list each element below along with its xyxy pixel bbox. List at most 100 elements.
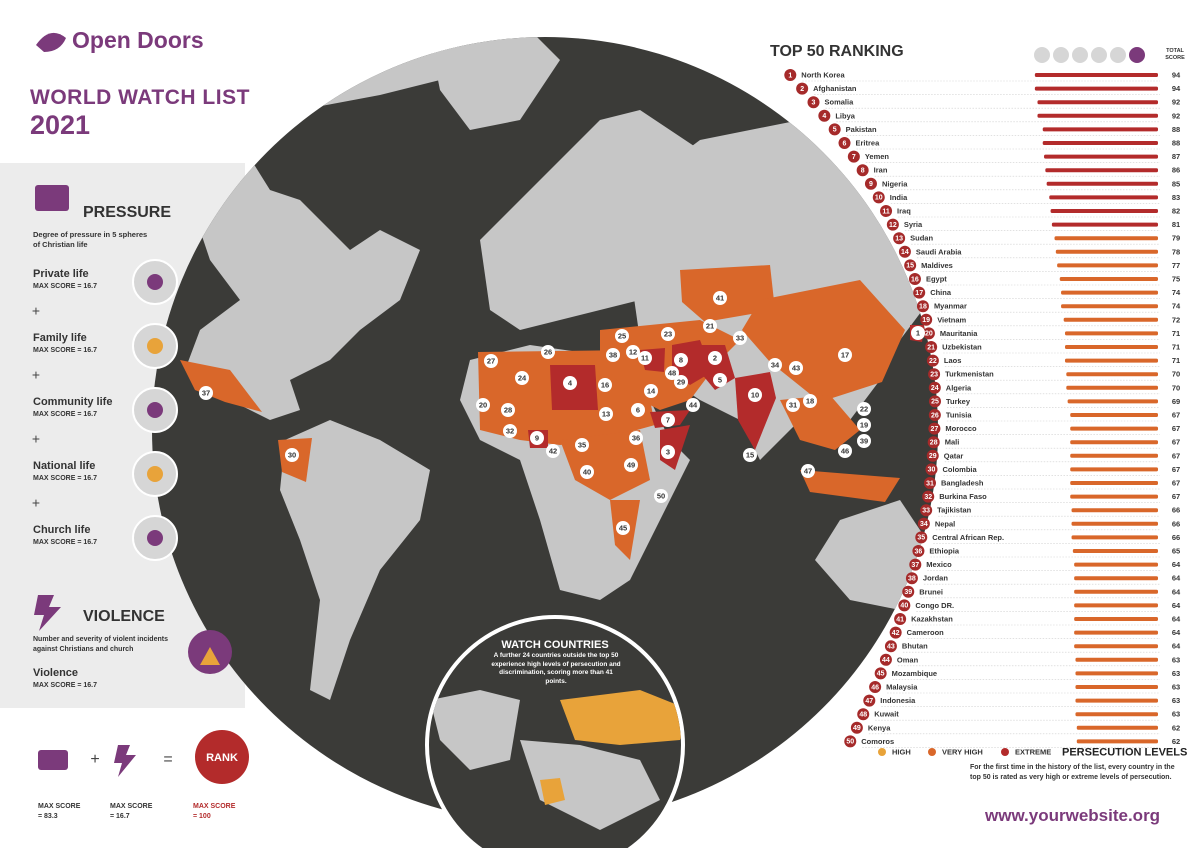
sphere-icon-glyph	[147, 338, 163, 354]
score-value: 78	[1172, 247, 1180, 256]
country-name: Iraq	[897, 206, 911, 215]
score-value: 63	[1172, 682, 1180, 691]
score-bar	[1066, 385, 1158, 390]
rank-number: 41	[896, 616, 904, 623]
operator: +	[90, 751, 99, 768]
score-bar	[1064, 331, 1158, 336]
legend-note: For the first time in the history of the…	[970, 764, 1175, 781]
score-value: 64	[1172, 601, 1181, 610]
rank-bullet	[884, 640, 897, 653]
map-marker-label: 38	[609, 350, 617, 359]
sphere-icon-glyph	[147, 402, 163, 418]
map-marker	[674, 353, 688, 367]
map-marker-label: 34	[771, 360, 780, 369]
rank-bullet	[838, 137, 851, 149]
score-bar	[1074, 562, 1158, 567]
country-name: Turkmenistan	[945, 370, 994, 379]
score-value: 82	[1172, 206, 1180, 215]
country-name: Morocco	[945, 424, 977, 433]
rank-bullet	[922, 490, 935, 503]
map-marker	[713, 291, 727, 305]
score-value: 62	[1172, 723, 1180, 732]
score-bar	[1070, 440, 1158, 445]
rank-number: 39	[904, 589, 912, 596]
country-name: Mali	[945, 438, 960, 447]
rank-number: 36	[915, 548, 923, 555]
violence-icon	[34, 595, 61, 631]
score-bar	[1076, 739, 1158, 744]
land	[430, 690, 520, 770]
map-marker	[674, 375, 688, 389]
country-name: Kuwait	[874, 710, 899, 719]
map-marker	[713, 373, 727, 387]
map-marker-label: 49	[627, 460, 635, 469]
score-bar	[1074, 644, 1158, 649]
score-bar	[1061, 290, 1158, 295]
country-name: Saudi Arabia	[916, 247, 962, 256]
score-bar	[1059, 277, 1158, 281]
map-marker	[748, 388, 762, 402]
country	[560, 690, 681, 745]
map-marker	[530, 431, 544, 445]
map-marker-label: 2	[713, 353, 717, 362]
map-marker	[661, 413, 675, 427]
title: WORLD WATCH LIST	[30, 86, 250, 109]
map-marker	[501, 403, 515, 417]
operator: +	[32, 303, 40, 319]
score-value: 67	[1172, 438, 1180, 447]
map-marker-label: 31	[789, 400, 797, 409]
rank-bullet	[886, 218, 899, 231]
rank-number: 2	[800, 86, 804, 93]
watch-title: WATCH COUNTRIES	[501, 639, 608, 651]
score-bar	[1074, 589, 1158, 594]
score-value: 64	[1172, 587, 1181, 596]
rank-bullet	[925, 341, 938, 353]
map-marker-label: 17	[841, 350, 849, 359]
rank-number: 21	[927, 344, 935, 351]
country-name: Somalia	[825, 98, 855, 107]
rank-number: 34	[920, 521, 928, 528]
map-marker-label: 26	[544, 347, 552, 356]
rank-bullet	[869, 681, 882, 693]
country-name: Tajikistan	[937, 506, 971, 515]
rank-number: 8	[861, 168, 865, 175]
score-value: 74	[1172, 302, 1181, 311]
rank-number: 37	[911, 562, 919, 569]
map-marker-label: 37	[202, 388, 210, 397]
rank-bullet	[915, 531, 928, 544]
rank-bullet	[908, 273, 921, 285]
score-bar	[1074, 617, 1158, 621]
rank-bullet	[850, 721, 863, 734]
map-marker-label: 35	[578, 440, 586, 449]
formula-max: MAX SCORE = 16.7	[110, 803, 153, 820]
score-value: 79	[1172, 234, 1180, 243]
rank-number: 17	[915, 290, 923, 297]
country-name: Eritrea	[856, 138, 881, 147]
country-name: China	[930, 288, 952, 297]
rank-number: 38	[908, 576, 916, 583]
map-marker	[631, 403, 645, 417]
rank-bullet	[928, 381, 941, 394]
sphere-icons	[1034, 47, 1145, 63]
rank-number: 13	[895, 236, 903, 243]
score-bar	[1050, 209, 1158, 213]
rank-number: 33	[922, 508, 930, 515]
rank-bullet	[925, 463, 938, 476]
operator: =	[163, 751, 172, 768]
map-marker-label: 23	[664, 329, 672, 338]
country-name: Nepal	[935, 519, 955, 528]
rank-number: 46	[871, 684, 879, 691]
score-bar	[1064, 358, 1158, 363]
score-bar	[1037, 100, 1158, 105]
map-marker-label: 46	[841, 446, 849, 455]
score-value: 64	[1172, 560, 1181, 569]
score-value: 86	[1172, 166, 1180, 175]
country-name: Vietnam	[937, 315, 966, 324]
rank-bullet	[796, 82, 809, 95]
rank-bullet	[928, 409, 941, 421]
score-bar	[1049, 195, 1158, 200]
rank-bullet	[893, 232, 906, 245]
map-marker	[624, 458, 638, 472]
rank-bullet	[828, 123, 841, 136]
rank-bullet	[889, 626, 902, 639]
